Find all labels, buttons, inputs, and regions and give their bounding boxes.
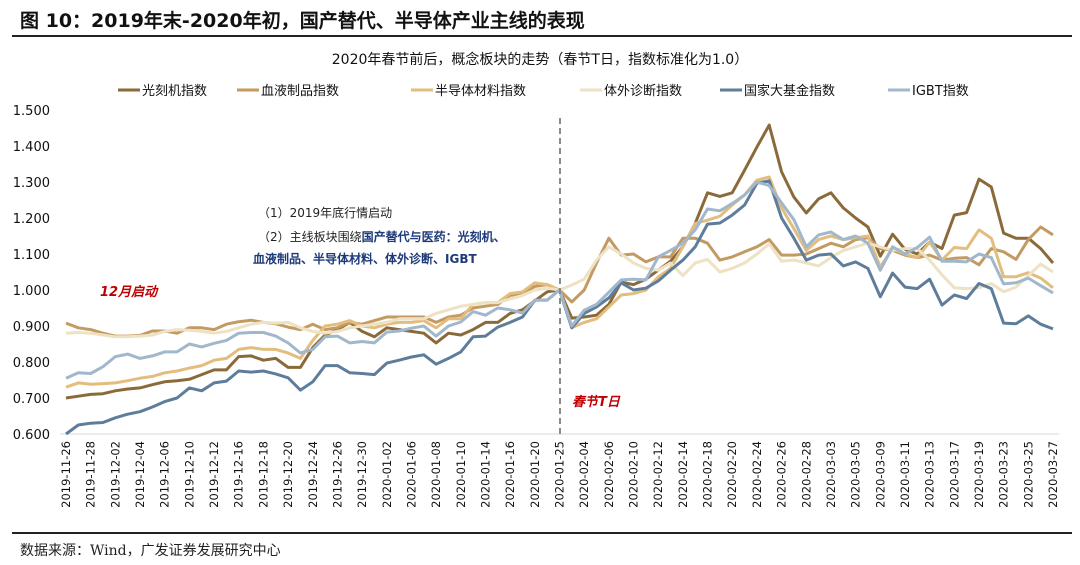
x-tick-label: 2020-01-08: [429, 441, 443, 508]
x-tick-label: 2019-12-20: [281, 441, 295, 508]
x-tick-label: 2019-12-16: [232, 441, 246, 508]
legend-item: 血液制品指数: [237, 84, 339, 99]
x-tick-label: 2019-12-06: [158, 441, 172, 508]
x-tick-label: 2019-12-18: [256, 441, 270, 508]
x-tick-label: 2019-12-10: [182, 441, 196, 508]
x-tick-label: 2020-01-14: [478, 441, 492, 508]
y-tick-label: 1.500: [13, 104, 50, 119]
december-start-label: 12月启动: [100, 284, 159, 300]
legend: 光刻机指数 血液制品指数 半导体材料指数 体外诊断指数 国家大基金指数 IGBT指数: [118, 83, 969, 99]
x-tick-label: 2020-02-10: [627, 441, 641, 508]
y-tick-label: 0.800: [13, 356, 50, 371]
x-tick-label: 2019-12-12: [207, 441, 221, 508]
x-tick-label: 2019-12-04: [133, 441, 147, 508]
x-axis: 2019-11-26 2019-11-28 2019-12-02 2019-12-04…: [59, 433, 1060, 508]
legend-item: IGBT指数: [888, 84, 969, 99]
x-tick-label: 2019-12-30: [355, 441, 369, 508]
y-tick-label: 1.200: [13, 212, 50, 227]
x-tick-label: 2019-12-24: [306, 441, 320, 508]
source-divider: [12, 532, 1072, 534]
legend-item: 半导体材料指数: [411, 84, 526, 99]
legend-label: IGBT指数: [912, 84, 969, 99]
x-tick-label: 2020-02-14: [676, 441, 690, 508]
x-tick-label: 2020-02-28: [799, 441, 813, 508]
x-tick-label: 2020-01-16: [503, 441, 517, 508]
x-tick-label: 2020-03-03: [824, 441, 838, 508]
annotation-line3: 血液制品、半导体材料、体外诊断、IGBT: [253, 251, 477, 266]
x-tick-label: 2019-11-28: [84, 441, 98, 508]
x-tick-label: 2020-01-06: [404, 441, 418, 508]
x-tick-label: 2020-02-20: [725, 441, 739, 508]
annotation-line2-plain: （2）主线板块围绕: [258, 230, 362, 244]
x-tick-label: 2020-02-12: [651, 441, 665, 508]
chart-title: 2020年春节前后，概念板块的走势（春节T日，指数标准化为1.0）: [332, 51, 748, 68]
spring-festival-label: 春节T日: [572, 394, 621, 410]
x-tick-label: 2019-12-02: [108, 441, 122, 508]
title-divider: [12, 35, 1072, 37]
figure-title: 图 10：2019年末-2020年初，国产替代、半导体产业主线的表现: [20, 9, 585, 32]
y-tick-label: 1.000: [13, 284, 50, 299]
legend-label: 半导体材料指数: [435, 84, 526, 99]
x-tick-label: 2020-03-17: [947, 441, 961, 508]
x-tick-label: 2020-02-04: [577, 441, 591, 508]
legend-item: 体外诊断指数: [580, 84, 682, 99]
legend-label: 血液制品指数: [261, 84, 339, 99]
legend-item: 光刻机指数: [118, 84, 207, 99]
x-tick-label: 2020-03-09: [873, 441, 887, 508]
y-tick-label: 0.600: [13, 428, 50, 443]
x-tick-label: 2019-11-26: [59, 441, 73, 508]
legend-label: 国家大基金指数: [744, 83, 835, 99]
x-tick-label: 2020-03-23: [997, 441, 1011, 508]
x-tick-label: 2020-02-06: [602, 441, 616, 508]
x-tick-label: 2020-01-20: [528, 441, 542, 508]
annotation-line2-bold: 国产替代与医药：光刻机、: [362, 229, 506, 244]
annotation-line1: （1）2019年底行情启动: [258, 205, 392, 220]
y-tick-label: 1.400: [13, 140, 50, 155]
x-tick-label: 2020-03-25: [1021, 441, 1035, 508]
source-note: 数据来源：Wind，广发证券发展研究中心: [20, 543, 281, 559]
x-tick-label: 2020-02-18: [701, 441, 715, 508]
x-tick-label: 2019-12-26: [330, 441, 344, 508]
x-tick-label: 2020-03-13: [923, 441, 937, 508]
y-tick-label: 0.700: [13, 392, 50, 407]
x-tick-label: 2020-01-25: [553, 441, 567, 508]
x-tick-label: 2020-01-02: [380, 441, 394, 508]
x-tick-label: 2020-03-27: [1046, 441, 1060, 508]
x-tick-label: 2020-03-11: [898, 441, 912, 508]
legend-label: 体外诊断指数: [604, 84, 682, 99]
x-tick-label: 2020-03-05: [849, 441, 863, 508]
x-tick-label: 2020-03-19: [972, 441, 986, 508]
x-tick-label: 2020-02-26: [775, 441, 789, 508]
legend-item: 国家大基金指数: [720, 83, 835, 99]
legend-label: 光刻机指数: [142, 84, 207, 99]
x-tick-label: 2020-01-10: [454, 441, 468, 508]
y-tick-label: 1.300: [13, 176, 50, 191]
annotation-line2: （2）主线板块围绕国产替代与医药：光刻机、: [258, 229, 506, 244]
y-axis: 1.500 1.400 1.300 1.200 1.100 1.000 0.900 0.800…: [13, 104, 50, 443]
y-tick-label: 1.100: [13, 248, 50, 263]
y-tick-label: 0.900: [13, 320, 50, 335]
x-tick-label: 2020-02-24: [750, 441, 764, 508]
